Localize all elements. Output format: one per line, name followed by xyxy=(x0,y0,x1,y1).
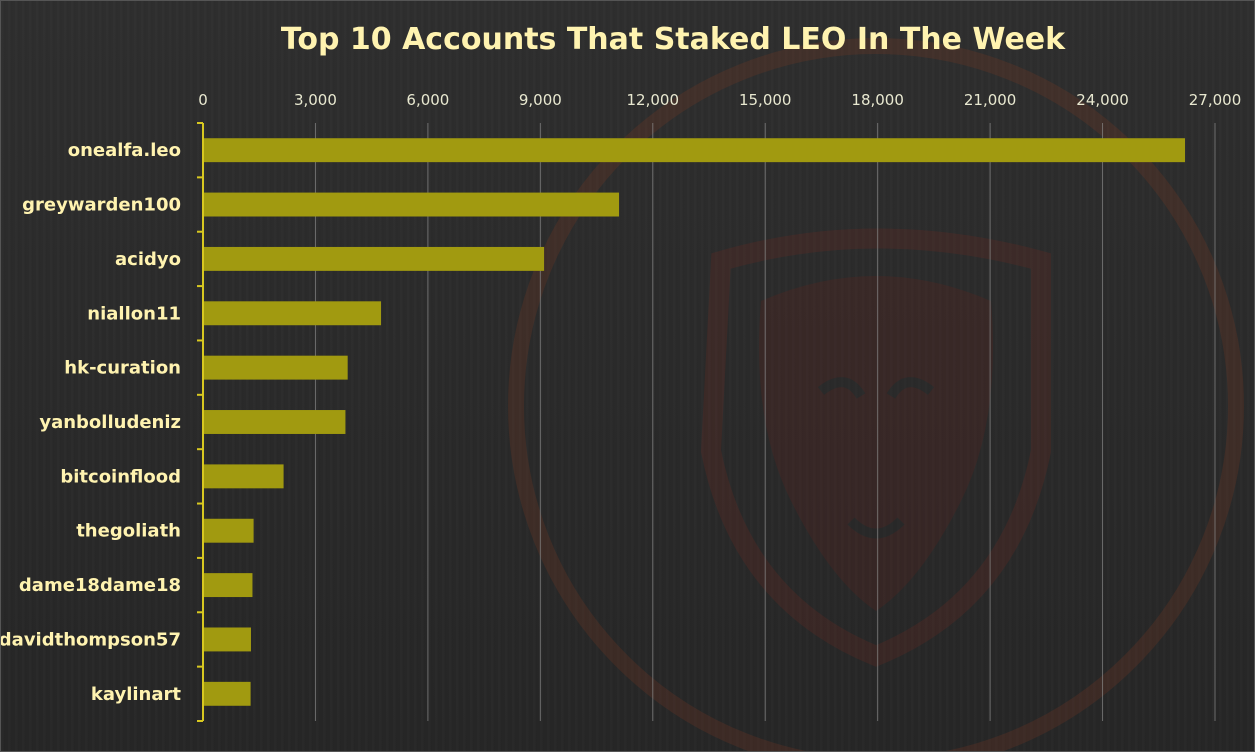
x-tick-label: 21,000 xyxy=(964,91,1017,109)
category-label: greywarden100 xyxy=(22,195,181,216)
x-tick-label: 3,000 xyxy=(294,91,337,109)
bar-kaylinart xyxy=(204,681,251,706)
category-label: kaylinart xyxy=(91,684,181,705)
category-label: dame18dame18 xyxy=(19,575,181,596)
chart-title: Top 10 Accounts That Staked LEO In The W… xyxy=(281,22,1066,57)
bar-acidyo xyxy=(204,246,545,271)
bar-dame18dame18 xyxy=(204,573,253,598)
category-label: acidyo xyxy=(115,249,181,270)
bar-onealfa.leo xyxy=(204,138,1186,163)
bar-greywarden100 xyxy=(204,192,620,217)
x-tick-label: 12,000 xyxy=(627,91,680,109)
bar-bitcoinflood xyxy=(204,464,284,489)
x-tick-label: 6,000 xyxy=(406,91,449,109)
category-label: onealfa.leo xyxy=(68,140,181,161)
bar-yanbolludeniz xyxy=(204,410,346,434)
x-tick-label: 24,000 xyxy=(1076,91,1129,109)
category-label: yanbolludeniz xyxy=(39,412,181,433)
x-tick-label: 9,000 xyxy=(519,91,562,109)
category-label: niallon11 xyxy=(87,303,181,324)
bar-davidthompson57 xyxy=(204,627,251,652)
category-label: hk-curation xyxy=(64,358,181,379)
lion-shield-watermark xyxy=(508,38,1244,751)
bar-hk-curation xyxy=(204,355,348,380)
category-label: thegoliath xyxy=(76,521,181,542)
x-tick-label: 0 xyxy=(198,91,208,109)
category-label: davidthompson57 xyxy=(1,629,181,650)
bar-thegoliath xyxy=(204,518,254,543)
x-tick-label: 27,000 xyxy=(1189,91,1242,109)
x-tick-label: 18,000 xyxy=(851,91,904,109)
x-tick-label: 15,000 xyxy=(739,91,792,109)
bar-niallon11 xyxy=(204,301,382,326)
category-label: bitcoinflood xyxy=(60,466,181,487)
